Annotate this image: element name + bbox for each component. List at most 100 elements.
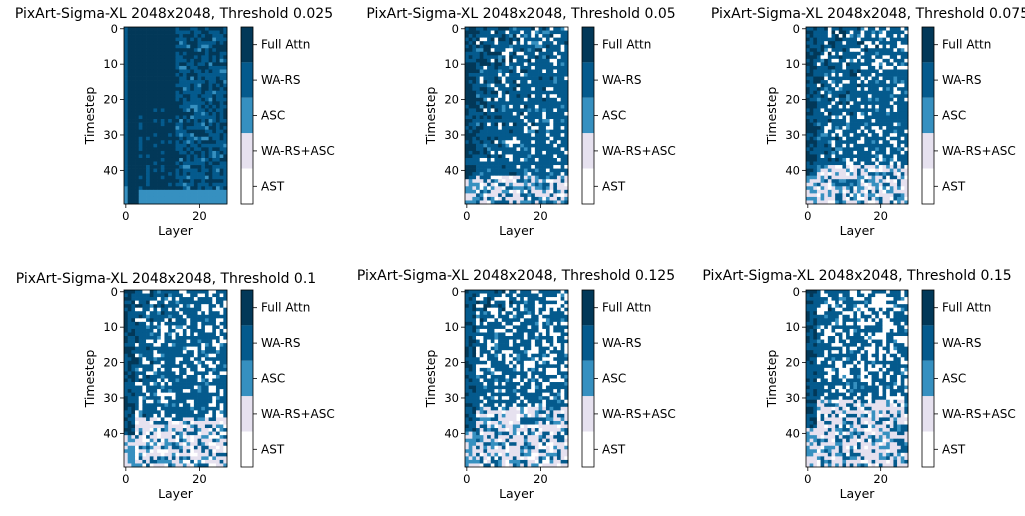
heatmap-cell (128, 66, 132, 70)
heatmap-cell (198, 340, 202, 344)
heatmap-cell (842, 172, 846, 176)
heatmap-cell (832, 190, 836, 194)
heatmap-cell (187, 151, 191, 155)
heatmap-cell (212, 371, 216, 375)
heatmap-cell (494, 144, 498, 148)
heatmap-cell (131, 368, 135, 372)
heatmap-cell (187, 304, 191, 308)
panel-title: PixArt-Sigma-XL 2048x2048, Threshold 0.0… (366, 6, 675, 22)
heatmap-cell (164, 59, 168, 63)
heatmap-cell (483, 34, 487, 38)
heatmap-cell (198, 183, 202, 187)
heatmap-cell (535, 165, 539, 169)
heatmap-cell (476, 98, 480, 102)
heatmap-cell (813, 165, 817, 169)
panel-1: PixArt-Sigma-XL 2048x2048, Threshold 0.0… (15, 6, 335, 238)
heatmap-cell (857, 73, 861, 77)
heatmap-cell (216, 158, 220, 162)
heatmap-cell (153, 322, 157, 326)
heatmap-cell (212, 154, 216, 158)
heatmap-cell (875, 69, 879, 73)
heatmap-cell (220, 62, 224, 66)
heatmap-cell (209, 38, 213, 42)
heatmap-cell (524, 179, 528, 183)
heatmap-cell (194, 311, 198, 315)
heatmap-cell (157, 77, 161, 81)
heatmap-cell (146, 123, 150, 127)
heatmap-cell (176, 77, 180, 81)
heatmap-cell (868, 98, 872, 102)
heatmap-cell (153, 368, 157, 372)
heatmap-cell (502, 91, 506, 95)
heatmap-cell (146, 179, 150, 183)
heatmap-cell (128, 311, 132, 315)
heatmap-cell (821, 87, 825, 91)
heatmap-cell (212, 169, 216, 173)
heatmap-cell (498, 87, 502, 91)
heatmap-cell (187, 361, 191, 365)
heatmap-cell (832, 62, 836, 66)
heatmap-cell (194, 34, 198, 38)
heatmap-cell (839, 91, 843, 95)
heatmap-cell (850, 126, 854, 130)
heatmap-cell (187, 172, 191, 176)
heatmap-cell (520, 183, 524, 187)
heatmap-cell (187, 329, 191, 333)
heatmap-cell (897, 87, 901, 91)
heatmap-cell (520, 165, 524, 169)
heatmap-cell (476, 87, 480, 91)
heatmap-cell (509, 84, 513, 88)
heatmap-cell (212, 332, 216, 336)
heatmap-cell (821, 105, 825, 109)
heatmap-cell (465, 73, 469, 77)
heatmap-cell (205, 350, 209, 354)
heatmap-cell (542, 45, 546, 49)
heatmap-cell (190, 290, 194, 294)
heatmap-cell (465, 172, 469, 176)
heatmap-cell (135, 151, 139, 155)
heatmap-cell (864, 34, 868, 38)
heatmap-cell (901, 34, 905, 38)
heatmap-cell (150, 48, 154, 52)
heatmap-cell (883, 91, 887, 95)
heatmap-cell (465, 183, 469, 187)
heatmap-cell (146, 80, 150, 84)
heatmap-cell (557, 162, 561, 166)
heatmap-cell (842, 52, 846, 56)
heatmap-cell (124, 197, 128, 201)
heatmap-cell (517, 31, 521, 35)
heatmap-cell (897, 45, 901, 49)
heatmap-cell (472, 144, 476, 148)
heatmap-cell (561, 84, 565, 88)
heatmap-cell (212, 80, 216, 84)
heatmap-cell (531, 91, 535, 95)
heatmap-cell (187, 116, 191, 120)
heatmap-cell (828, 94, 832, 98)
heatmap-cell (806, 98, 810, 102)
heatmap-cell (480, 158, 484, 162)
heatmap-cell (212, 165, 216, 169)
heatmap-cell (168, 176, 172, 180)
heatmap-cell (131, 123, 135, 127)
heatmap-cell (161, 34, 165, 38)
heatmap-cell (821, 38, 825, 42)
heatmap-cell (872, 137, 876, 141)
heatmap-cell (542, 179, 546, 183)
heatmap-cell (472, 186, 476, 190)
heatmap-cell (494, 133, 498, 137)
heatmap-cell (179, 193, 183, 197)
heatmap-cell (183, 179, 187, 183)
heatmap-cell (483, 169, 487, 173)
heatmap-cell (539, 130, 543, 134)
heatmap-cell (128, 361, 132, 365)
heatmap-cell (901, 91, 905, 95)
heatmap-cell (502, 190, 506, 194)
heatmap-cell (201, 116, 205, 120)
heatmap-cell (194, 126, 198, 130)
heatmap-cell (879, 126, 883, 130)
heatmap-cell (517, 179, 521, 183)
heatmap-cell (135, 55, 139, 59)
heatmap-cell (857, 144, 861, 148)
heatmap-cell (161, 112, 165, 116)
heatmap-cell (821, 80, 825, 84)
